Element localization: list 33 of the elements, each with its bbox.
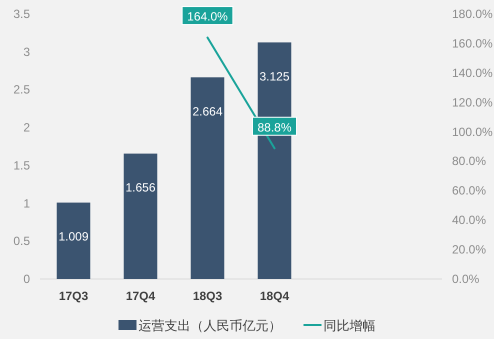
- y-tick-label: 0: [23, 272, 30, 286]
- y2-tick-label: 80.0%: [452, 154, 486, 168]
- data-label: 2.664: [192, 104, 223, 118]
- legend-label: 同比增幅: [324, 318, 376, 333]
- y2-tick-label: 40.0%: [452, 213, 486, 228]
- legend-label: 运营支出（人民币亿元）: [138, 318, 282, 333]
- y-tick-label: 1.5: [13, 158, 30, 172]
- y2-tick-label: 140.0%: [452, 66, 494, 80]
- x-tick-label: 18Q4: [260, 289, 290, 303]
- y2-tick-label: 100.0%: [452, 124, 494, 139]
- x-tick-label: 18Q3: [192, 289, 222, 303]
- y2-tick-label: 160.0%: [452, 36, 494, 50]
- y2-tick-label: 120.0%: [452, 95, 494, 110]
- y2-tick-label: 180.0%: [452, 7, 494, 21]
- y-tick-label: 3: [23, 44, 30, 59]
- data-label: 3.125: [259, 69, 290, 84]
- y-tick-label: 3.5: [13, 7, 30, 21]
- data-label: 88.8%: [257, 120, 292, 134]
- y-tick-label: 0.5: [13, 234, 30, 248]
- bar: [56, 202, 90, 279]
- bar: [124, 154, 158, 279]
- data-label: 164.0%: [187, 10, 228, 24]
- x-tick-label: 17Q4: [126, 289, 156, 303]
- y2-tick-label: 60.0%: [452, 184, 486, 198]
- data-label: 1.656: [125, 180, 156, 195]
- y-tick-label: 2.5: [13, 82, 30, 97]
- bar: [190, 77, 224, 279]
- y-tick-label: 2: [23, 120, 30, 135]
- y2-tick-label: 20.0%: [452, 242, 486, 257]
- data-label: 1.009: [58, 230, 89, 244]
- y-tick-label: 1: [23, 196, 30, 210]
- x-tick-label: 17Q3: [58, 289, 88, 303]
- y2-tick-label: 0.0%: [452, 272, 480, 286]
